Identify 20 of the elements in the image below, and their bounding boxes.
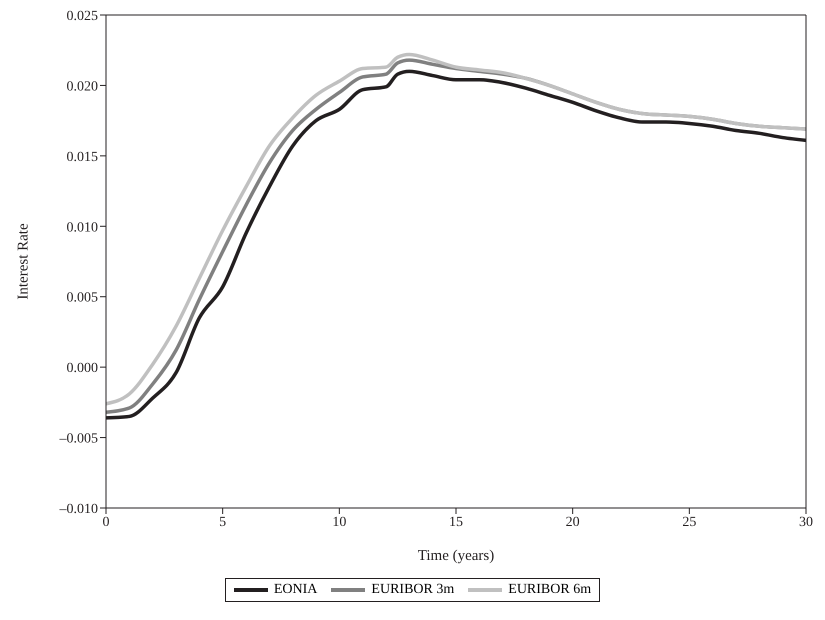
y-tick-label: 0.010 — [66, 220, 98, 236]
legend-label: EURIBOR 6m — [508, 582, 592, 598]
x-tick-label: 25 — [682, 514, 696, 530]
x-tick-label: 15 — [449, 514, 463, 530]
y-tick-label: –0.005 — [58, 432, 98, 447]
legend-label: EONIA — [274, 582, 318, 598]
x-tick-label: 20 — [566, 514, 580, 530]
x-tick-label: 0 — [102, 514, 110, 530]
y-axis-title: Interest Rate — [15, 223, 32, 300]
y-tick-label: 0.020 — [66, 79, 98, 94]
x-tick-label: 30 — [799, 514, 813, 530]
legend-label: EURIBOR 3m — [371, 582, 454, 598]
y-tick-label: 0.005 — [66, 290, 98, 306]
x-axis-title: Time (years) — [418, 548, 494, 564]
y-tick-label: 0.000 — [66, 361, 98, 376]
x-tick-label: 5 — [219, 514, 226, 530]
y-tick-label: –0.010 — [58, 502, 98, 517]
y-tick-label: 0.025 — [66, 8, 98, 24]
x-tick-label: 10 — [332, 514, 346, 530]
y-tick-label: 0.015 — [66, 150, 98, 165]
